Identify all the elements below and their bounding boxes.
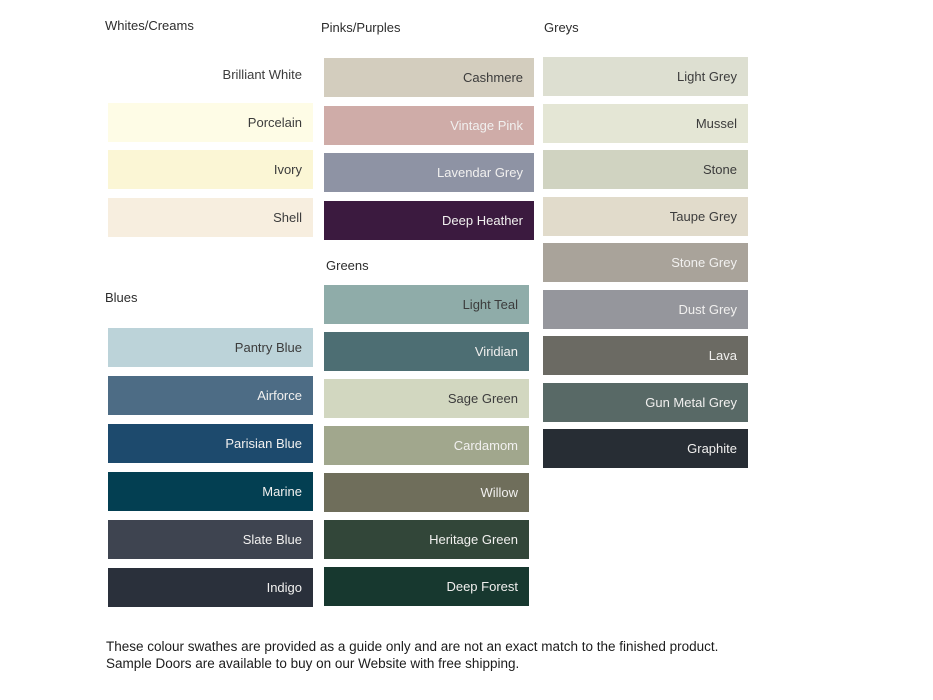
swatch-label: Viridian: [474, 344, 518, 359]
swatch-label: Dust Grey: [678, 301, 737, 317]
swatch-label: Light Teal: [462, 297, 518, 312]
swatch-label: Pantry Blue: [234, 340, 302, 355]
swatch-slate-blue: Slate Blue: [108, 520, 313, 559]
swatch-viridian: Viridian: [324, 332, 529, 371]
swatch-label: Mussel: [695, 115, 737, 131]
group-title-pinks-purples: Pinks/Purples: [321, 20, 401, 35]
swatch-label: Lava: [708, 348, 737, 363]
swatch-stone: Stone: [543, 150, 748, 189]
swatch-ivory: Ivory: [108, 150, 313, 189]
swatch-shell: Shell: [108, 197, 313, 237]
swatch-willow: Willow: [324, 473, 529, 512]
swatch-porcelain: Porcelain: [108, 102, 313, 142]
swatch-label: Cashmere: [463, 70, 523, 85]
swatch-deep-heather: Deep Heather: [324, 200, 534, 240]
swatch-label: Ivory: [273, 162, 302, 177]
swatch-label: Indigo: [266, 580, 302, 595]
group-blues: Blues Pantry Blue Airforce Parisian Blue Ma…: [105, 290, 313, 616]
swatch-lavendar-grey: Lavendar Grey: [324, 153, 534, 192]
group-greens: Greens Light Teal Viridian Sage Green Carda…: [324, 259, 529, 614]
swatch-label: Deep Heather: [442, 212, 523, 228]
group-title-blues: Blues: [105, 290, 138, 305]
swatch-label: Heritage Green: [429, 532, 518, 547]
swatch-label: Deep Forest: [446, 579, 518, 594]
swatch-deep-forest: Deep Forest: [324, 567, 529, 606]
swatch-dust-grey: Dust Grey: [543, 289, 748, 329]
swatch-label: Taupe Grey: [669, 208, 737, 224]
swatch-sage-green: Sage Green: [324, 379, 529, 418]
group-title-whites-creams: Whites/Creams: [105, 18, 194, 33]
swatch-light-grey: Light Grey: [543, 57, 748, 96]
swatch-label: Gun Metal Grey: [645, 394, 737, 410]
swatch-stone-grey: Stone Grey: [543, 243, 748, 282]
swatch-label: Airforce: [257, 388, 302, 403]
swatch-label: Brilliant White: [222, 67, 302, 82]
swatch-label: Cardamom: [453, 438, 518, 453]
swatch-label: Graphite: [687, 441, 737, 456]
swatch-label: Slate Blue: [242, 532, 302, 547]
swatch-label: Porcelain: [247, 114, 302, 130]
swatch-list-greys: Light Grey Mussel Stone Taupe Grey Stone Gre…: [543, 57, 748, 468]
swatch-label: Stone: [703, 162, 737, 177]
swatch-graphite: Graphite: [543, 429, 748, 468]
swatch-label: Stone Grey: [671, 255, 737, 270]
swatch-list-pinks-purples: Cashmere Vintage Pink Lavendar Grey Deep He…: [324, 58, 534, 240]
group-whites-creams: Whites/Creams Brilliant White Porcelain Iv…: [105, 18, 313, 245]
swatch-label: Willow: [480, 485, 518, 500]
swatch-vintage-pink: Vintage Pink: [324, 105, 534, 145]
swatch-label: Parisian Blue: [225, 436, 302, 451]
swatch-label: Light Grey: [677, 69, 737, 84]
swatch-list-greens: Light Teal Viridian Sage Green Cardamom Will…: [324, 285, 529, 606]
swatch-gun-metal-grey: Gun Metal Grey: [543, 382, 748, 422]
swatch-label: Lavendar Grey: [437, 165, 523, 180]
swatch-brilliant-white: Brilliant White: [108, 55, 313, 94]
group-title-greys: Greys: [544, 20, 579, 35]
swatch-indigo: Indigo: [108, 568, 313, 607]
swatch-marine: Marine: [108, 472, 313, 511]
swatch-cashmere: Cashmere: [324, 58, 534, 97]
swatch-label: Shell: [273, 209, 302, 225]
swatch-cardamom: Cardamom: [324, 426, 529, 465]
swatch-label: Vintage Pink: [450, 117, 523, 133]
swatch-light-teal: Light Teal: [324, 285, 529, 324]
swatch-airforce: Airforce: [108, 376, 313, 415]
swatch-parisian-blue: Parisian Blue: [108, 424, 313, 463]
swatch-list-whites-creams: Brilliant White Porcelain Ivory Shell: [108, 55, 313, 237]
swatch-label: Marine: [262, 484, 302, 499]
swatch-label: Sage Green: [447, 391, 518, 406]
swatch-list-blues: Pantry Blue Airforce Parisian Blue Marine Sl…: [108, 328, 313, 607]
swatch-lava: Lava: [543, 336, 748, 375]
group-greys: Greys Light Grey Mussel Stone Taupe Grey Sto…: [543, 21, 748, 476]
disclaimer-text: These colour swathes are provided as a g…: [106, 639, 719, 671]
swatch-mussel: Mussel: [543, 103, 748, 143]
swatch-pantry-blue: Pantry Blue: [108, 328, 313, 367]
swatch-taupe-grey: Taupe Grey: [543, 196, 748, 236]
group-pinks-purples: Pinks/Purples Cashmere Vintage Pink Lavend…: [321, 20, 534, 248]
swatch-heritage-green: Heritage Green: [324, 520, 529, 559]
group-title-greens: Greens: [326, 258, 369, 273]
